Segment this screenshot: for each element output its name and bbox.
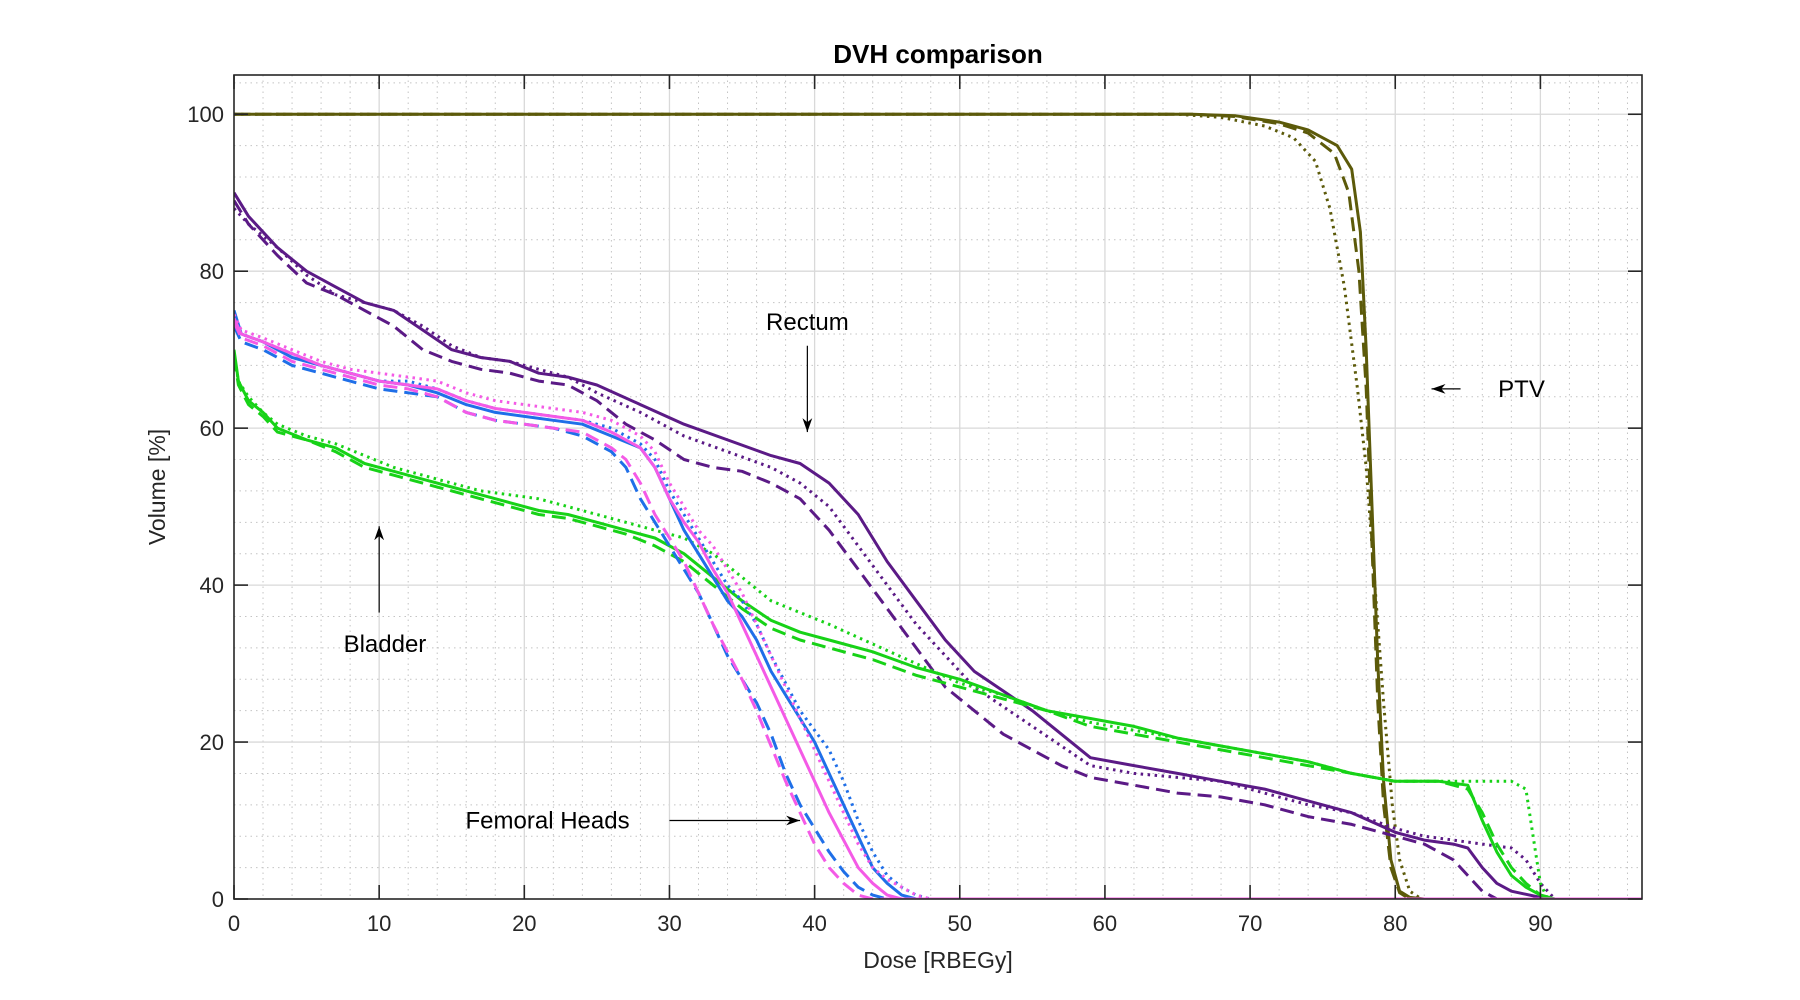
plot-frame bbox=[233, 74, 1643, 900]
series-line-ptv-dashed bbox=[234, 112, 1642, 899]
x-tick-label: 0 bbox=[228, 911, 240, 936]
series-line-femoral_right-dashed bbox=[234, 325, 1642, 899]
x-tick-label: 80 bbox=[1383, 911, 1407, 936]
y-tick-label: 40 bbox=[200, 573, 224, 598]
series-line-bladder-dashed bbox=[234, 357, 1642, 899]
series-line-rectum-dotted bbox=[234, 207, 1642, 899]
chart-title: DVH comparison bbox=[833, 39, 1043, 69]
series-layer bbox=[234, 112, 1642, 899]
axis-ticks bbox=[233, 75, 1642, 900]
x-tick-label: 20 bbox=[512, 911, 536, 936]
series-line-bladder-solid bbox=[234, 349, 1642, 899]
series-line-rectum-dashed bbox=[234, 199, 1642, 899]
x-tick-label: 30 bbox=[657, 911, 681, 936]
x-tick-label: 60 bbox=[1093, 911, 1117, 936]
y-tick-label: 60 bbox=[200, 416, 224, 441]
x-tick-label: 40 bbox=[802, 911, 826, 936]
annotation-label-ptv: PTV bbox=[1498, 376, 1545, 403]
y-tick-label: 0 bbox=[212, 887, 224, 912]
series-line-femoral_left-dashed bbox=[234, 321, 1642, 899]
y-tick-label: 80 bbox=[200, 259, 224, 284]
series-line-femoral_left-solid bbox=[234, 317, 1642, 899]
annotations: Rectum PTV Bladder Femoral Heads bbox=[344, 309, 1545, 834]
x-tick-label: 10 bbox=[367, 911, 391, 936]
x-tick-label: 50 bbox=[948, 911, 972, 936]
x-axis-label: Dose [RBEGy] bbox=[863, 947, 1013, 973]
x-tick-label: 90 bbox=[1528, 911, 1552, 936]
series-line-rectum-solid bbox=[234, 191, 1642, 899]
series-line-femoral_left-dotted bbox=[234, 313, 1642, 899]
series-line-bladder-dotted bbox=[234, 353, 1642, 899]
y-tick-label: 20 bbox=[200, 730, 224, 755]
series-line-ptv-dotted bbox=[234, 112, 1642, 899]
annotation-label-bladder: Bladder bbox=[344, 631, 427, 658]
annotation-label-femoral-heads: Femoral Heads bbox=[466, 808, 630, 835]
x-tick-label: 70 bbox=[1238, 911, 1262, 936]
y-axis-label: Volume [%] bbox=[144, 429, 170, 545]
tick-labels: 0 10 20 30 40 50 60 70 80 90 0 20 40 60 80 100 bbox=[187, 102, 1552, 936]
y-tick-label: 100 bbox=[187, 102, 224, 127]
annotation-label-rectum: Rectum bbox=[766, 309, 849, 336]
plot-background bbox=[234, 75, 1642, 899]
